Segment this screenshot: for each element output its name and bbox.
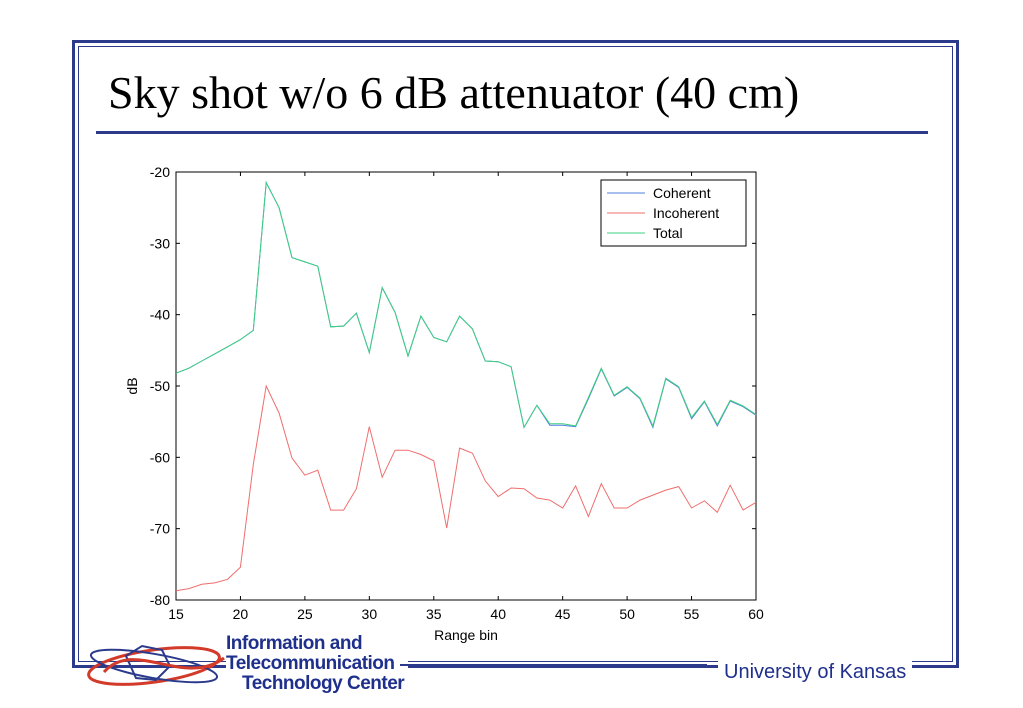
x-tick-label: 20 bbox=[233, 606, 249, 622]
x-tick-label: 15 bbox=[168, 606, 184, 622]
x-tick-label: 55 bbox=[684, 606, 700, 622]
y-axis-label: dB bbox=[124, 377, 140, 394]
y-tick-label: -80 bbox=[150, 592, 170, 608]
slide-title: Sky shot w/o 6 dB attenuator (40 cm) bbox=[108, 67, 800, 118]
itc-logo-text: Information and Telecommunication Techno… bbox=[226, 633, 409, 694]
x-tick-label: 45 bbox=[555, 606, 571, 622]
logo-line-1: Information and bbox=[226, 633, 363, 654]
x-axis-label: Range bin bbox=[434, 627, 498, 643]
legend-label: Coherent bbox=[653, 185, 711, 201]
x-tick-label: 30 bbox=[362, 606, 378, 622]
y-tick-label: -30 bbox=[150, 235, 170, 251]
x-tick-label: 25 bbox=[297, 606, 313, 622]
legend-label: Incoherent bbox=[653, 205, 719, 221]
logo-line-3: Technology Center bbox=[242, 673, 405, 694]
title-underline bbox=[96, 131, 928, 134]
x-tick-label: 35 bbox=[426, 606, 442, 622]
x-tick-label: 40 bbox=[490, 606, 506, 622]
x-tick-label: 50 bbox=[619, 606, 635, 622]
series-line-incoherent bbox=[175, 384, 757, 592]
footer-rule-left bbox=[400, 664, 707, 666]
slide-frame-inner bbox=[78, 46, 953, 662]
y-tick-label: -60 bbox=[150, 449, 170, 465]
footer-university: University of Kansas bbox=[718, 661, 913, 684]
slide-frame-outer bbox=[72, 40, 959, 668]
y-tick-label: -50 bbox=[150, 378, 170, 394]
y-tick-label: -70 bbox=[150, 521, 170, 537]
x-tick-label: 60 bbox=[748, 606, 764, 622]
itc-logo-icon bbox=[87, 644, 225, 686]
y-tick-label: -40 bbox=[150, 307, 170, 323]
series-line-total bbox=[175, 180, 757, 429]
y-tick-label: -20 bbox=[150, 164, 170, 180]
legend-label: Total bbox=[653, 225, 683, 241]
logo-line-2: Telecommunication bbox=[226, 653, 395, 674]
